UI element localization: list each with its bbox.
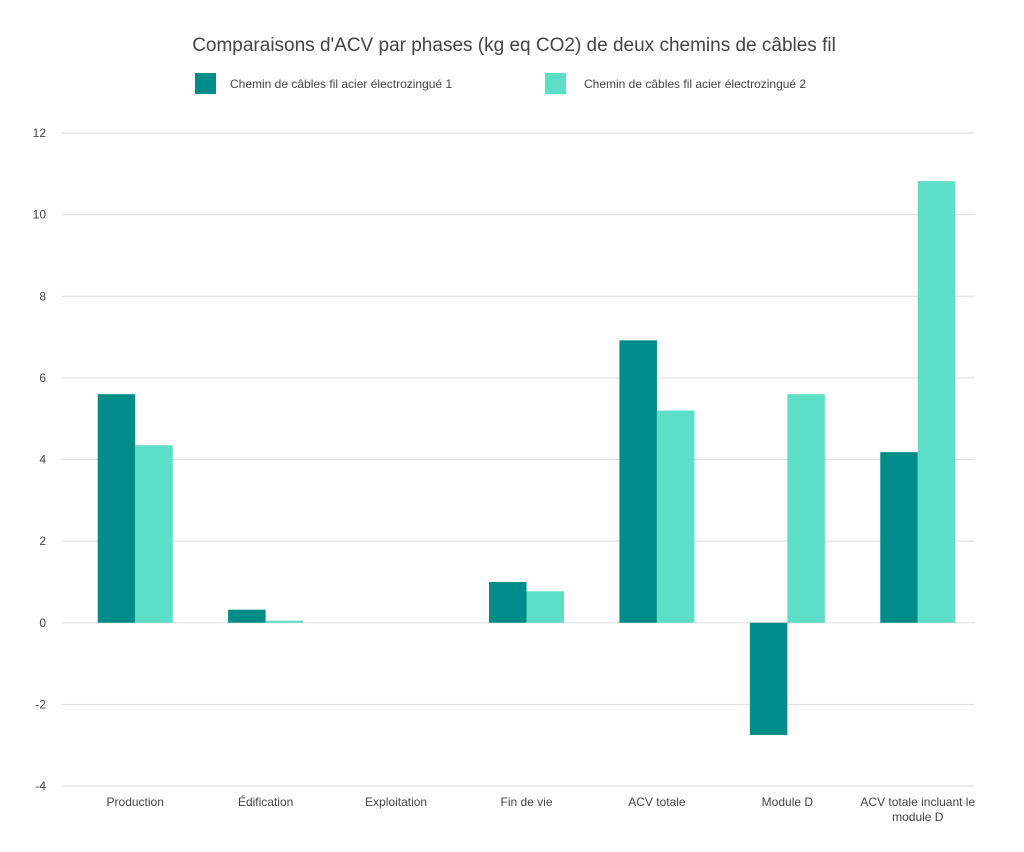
y-tick-label: 6: [39, 371, 46, 385]
y-tick-label: 4: [39, 453, 46, 467]
bars: [97, 181, 956, 735]
y-tick-label: 2: [39, 534, 46, 548]
y-tick-label: 10: [33, 208, 47, 222]
x-tick-label: Module D: [762, 795, 814, 809]
bar-series-2: [526, 591, 564, 623]
legend-label-series-2: Chemin de câbles fil acier électrozingué…: [584, 77, 806, 91]
legend-label-series-1: Chemin de câbles fil acier électrozingué…: [230, 77, 452, 91]
legend-item-series-1: Chemin de câbles fil acier électrozingué…: [195, 73, 452, 94]
bar-series-1: [619, 340, 657, 623]
bar-series-2: [917, 181, 956, 623]
x-tick-label: Exploitation: [365, 795, 427, 809]
bar-series-2: [656, 410, 695, 623]
chart-title: Comparaisons d'ACV par phases (kg eq CO2…: [192, 35, 836, 56]
bar-series-1: [489, 581, 527, 623]
bar-series-1: [228, 609, 266, 623]
bar-series-2: [787, 394, 825, 623]
y-tick-label: -2: [35, 697, 46, 711]
bar-series-1: [97, 394, 136, 623]
x-axis: Production Édification Exploitation Fin de …: [107, 794, 976, 824]
legend-swatch-series-2: [545, 73, 566, 94]
y-tick-label: -4: [35, 779, 46, 793]
bar-series-2: [135, 445, 173, 623]
x-tick-label: ACV totale: [628, 795, 686, 809]
bar-series-1: [880, 452, 918, 623]
bar-series-1: [749, 622, 788, 735]
legend-swatch-series-1: [195, 73, 216, 94]
bar-series-2: [265, 620, 304, 623]
legend: Chemin de câbles fil acier électrozingué…: [195, 73, 806, 94]
x-tick-label: Édification: [238, 794, 293, 809]
x-tick-label: Fin de vie: [500, 795, 552, 809]
legend-item-series-2: Chemin de câbles fil acier électrozingué…: [545, 73, 806, 94]
x-tick-label: Production: [107, 795, 164, 809]
gridlines: [62, 132, 975, 787]
y-tick-label: 12: [33, 126, 47, 140]
y-axis: -4 -2 0 2 4 6 8 10 12: [33, 126, 47, 793]
y-tick-label: 8: [39, 289, 46, 303]
y-tick-label: 0: [39, 616, 46, 630]
x-tick-label: ACV totale incluant le module D: [860, 795, 975, 824]
